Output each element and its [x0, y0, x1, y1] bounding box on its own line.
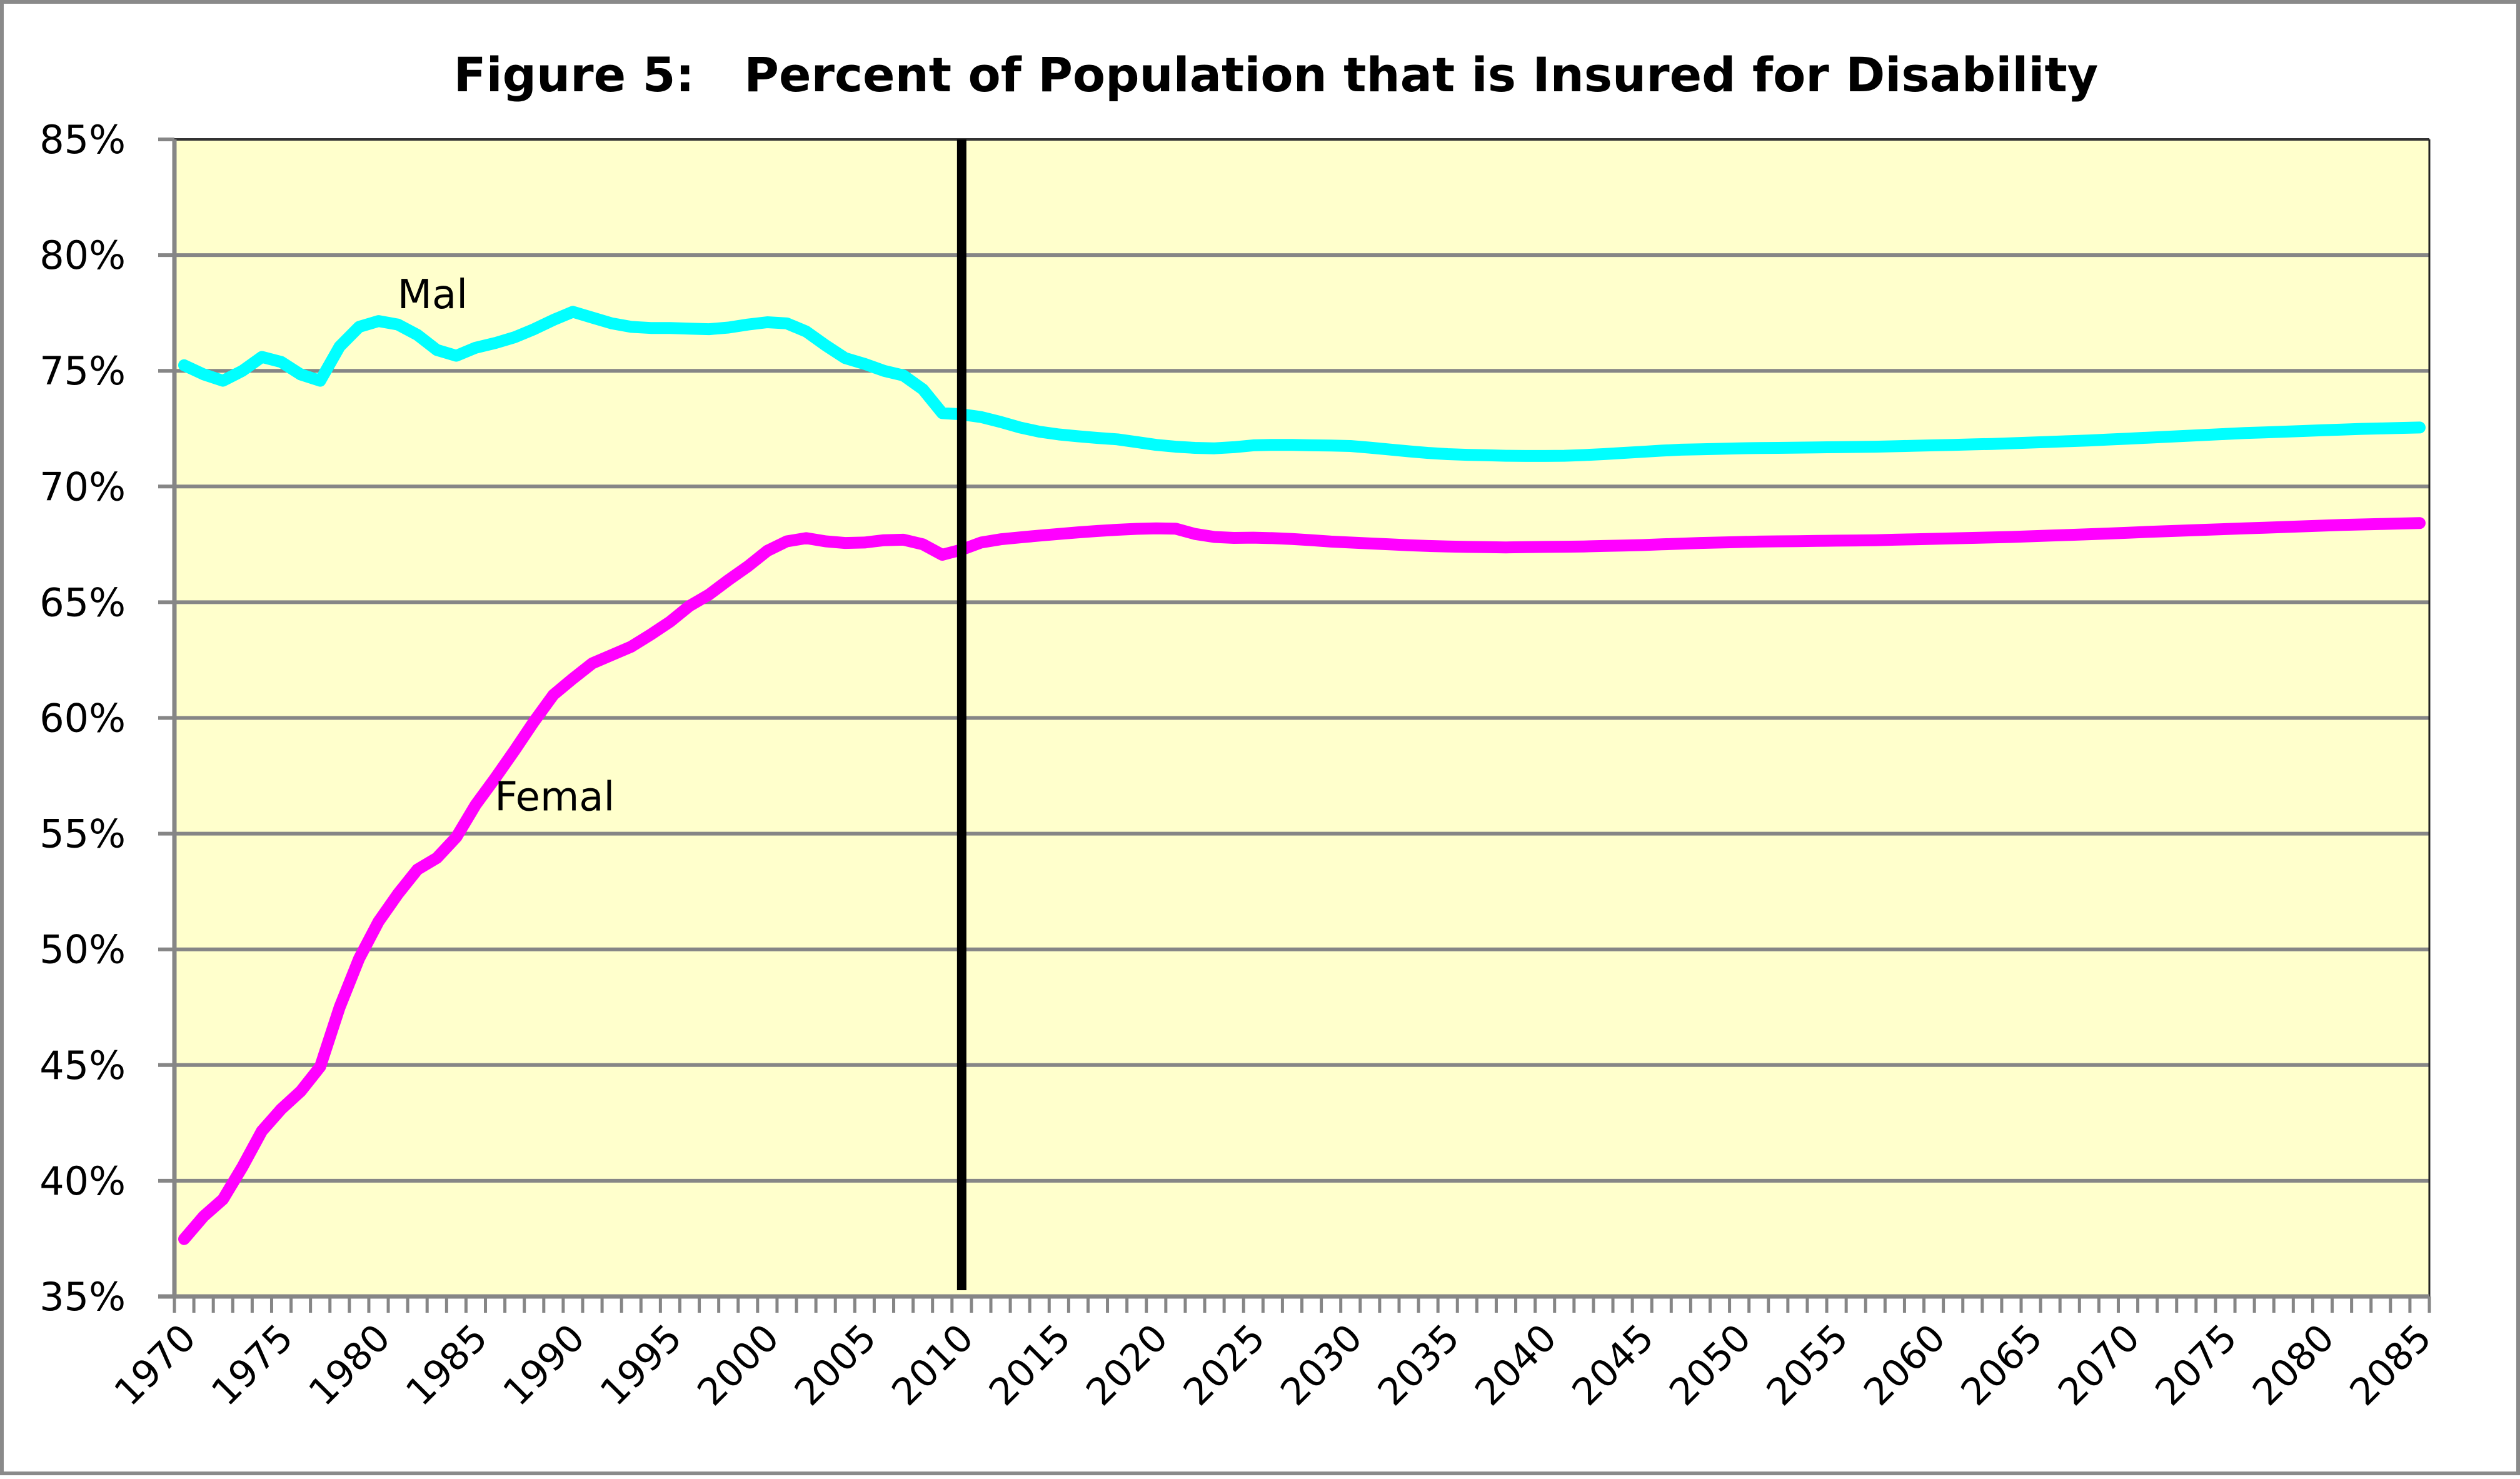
- x-axis: 1970197519801985199019952000200520102015…: [106, 1296, 2440, 1415]
- series-label-female: Femal: [494, 774, 615, 820]
- x-tick-label: 2050: [1661, 1316, 1759, 1414]
- x-tick-label: 2040: [1467, 1316, 1565, 1414]
- x-tick-label: 1970: [106, 1316, 204, 1414]
- x-tick-label: 1985: [398, 1316, 496, 1414]
- x-tick-label: 2000: [690, 1316, 788, 1414]
- x-tick-label: 1995: [592, 1316, 690, 1414]
- chart-title: Figure 5: Percent of Population that is …: [454, 47, 2099, 103]
- y-tick-label: 35%: [39, 1274, 126, 1320]
- x-tick-label: 2065: [1953, 1316, 2051, 1414]
- y-tick-label: 80%: [39, 233, 126, 278]
- x-tick-label: 2030: [1272, 1316, 1370, 1414]
- y-tick-label: 60%: [39, 696, 126, 741]
- x-tick-label: 2085: [2342, 1316, 2440, 1414]
- y-tick-label: 75%: [39, 348, 126, 394]
- x-tick-label: 2080: [2244, 1316, 2342, 1414]
- line-chart: Figure 5: Percent of Population that is …: [4, 4, 2520, 1479]
- x-tick-label: 1980: [301, 1316, 399, 1414]
- x-tick-label: 2060: [1855, 1316, 1954, 1414]
- x-tick-label: 1975: [203, 1316, 301, 1414]
- y-axis-tick-labels: 35% 40% 45% 50% 55% 60% 65% 70% 75% 80% 85%: [39, 117, 126, 1320]
- y-tick-label: 65%: [39, 579, 126, 625]
- x-tick-label: 2035: [1370, 1316, 1468, 1414]
- x-tick-label: 2055: [1759, 1316, 1857, 1414]
- x-tick-label: 2015: [981, 1316, 1079, 1414]
- x-tick-label: 2020: [1078, 1316, 1176, 1414]
- x-tick-label: 2005: [786, 1316, 885, 1414]
- x-tick-label: 2045: [1564, 1316, 1662, 1414]
- x-tick-label: 1990: [495, 1316, 593, 1414]
- x-tick-label: 2025: [1175, 1316, 1273, 1414]
- x-tick-label: 2010: [883, 1316, 981, 1414]
- y-tick-label: 40%: [39, 1158, 126, 1204]
- x-tick-label: 2070: [2050, 1316, 2148, 1414]
- y-tick-label: 55%: [39, 811, 126, 857]
- y-tick-label: 50%: [39, 927, 126, 973]
- y-tick-label: 45%: [39, 1043, 126, 1088]
- y-tick-label: 85%: [39, 117, 126, 163]
- x-tick-label: 2075: [2147, 1316, 2246, 1414]
- y-tick-label: 70%: [39, 464, 126, 509]
- series-label-male: Mal: [398, 272, 468, 318]
